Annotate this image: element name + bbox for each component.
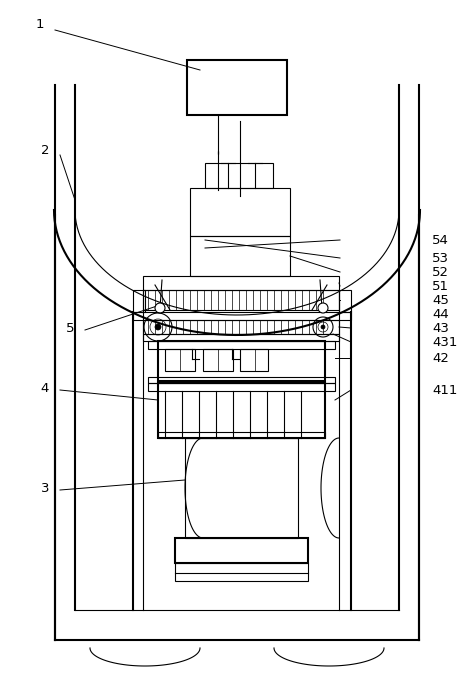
Bar [148,341,335,349]
Circle shape [155,324,161,330]
Text: 2: 2 [41,143,49,157]
Bar [187,60,287,115]
Bar [143,276,339,290]
Bar [133,290,145,312]
Circle shape [155,303,165,313]
Text: 42: 42 [432,351,449,365]
Bar [205,163,273,188]
Bar [158,383,325,438]
Text: 431: 431 [432,335,457,349]
Bar [133,312,351,320]
Text: 1: 1 [36,19,44,31]
Bar [148,383,335,391]
Text: 4: 4 [41,382,49,394]
Text: 52: 52 [432,265,449,279]
Text: 411: 411 [432,383,457,396]
Bar [185,438,298,538]
Bar [240,349,268,371]
Circle shape [318,303,328,313]
Bar [190,236,290,276]
Bar [339,290,351,312]
Text: 54: 54 [432,234,449,247]
Text: 43: 43 [432,322,449,335]
Bar [158,341,325,381]
Text: 51: 51 [432,279,449,292]
Bar [158,432,325,438]
Bar [175,563,308,581]
Text: 45: 45 [432,294,449,306]
Text: 53: 53 [432,252,449,265]
Bar [190,188,290,236]
Text: 5: 5 [66,322,74,335]
Text: 3: 3 [41,482,49,495]
Circle shape [321,325,325,329]
Bar [143,320,339,334]
Bar [143,334,339,341]
Text: 44: 44 [432,308,449,320]
Bar [175,538,308,563]
Bar [143,290,339,310]
Bar [148,377,335,383]
Bar [203,349,233,371]
Bar [165,349,195,371]
